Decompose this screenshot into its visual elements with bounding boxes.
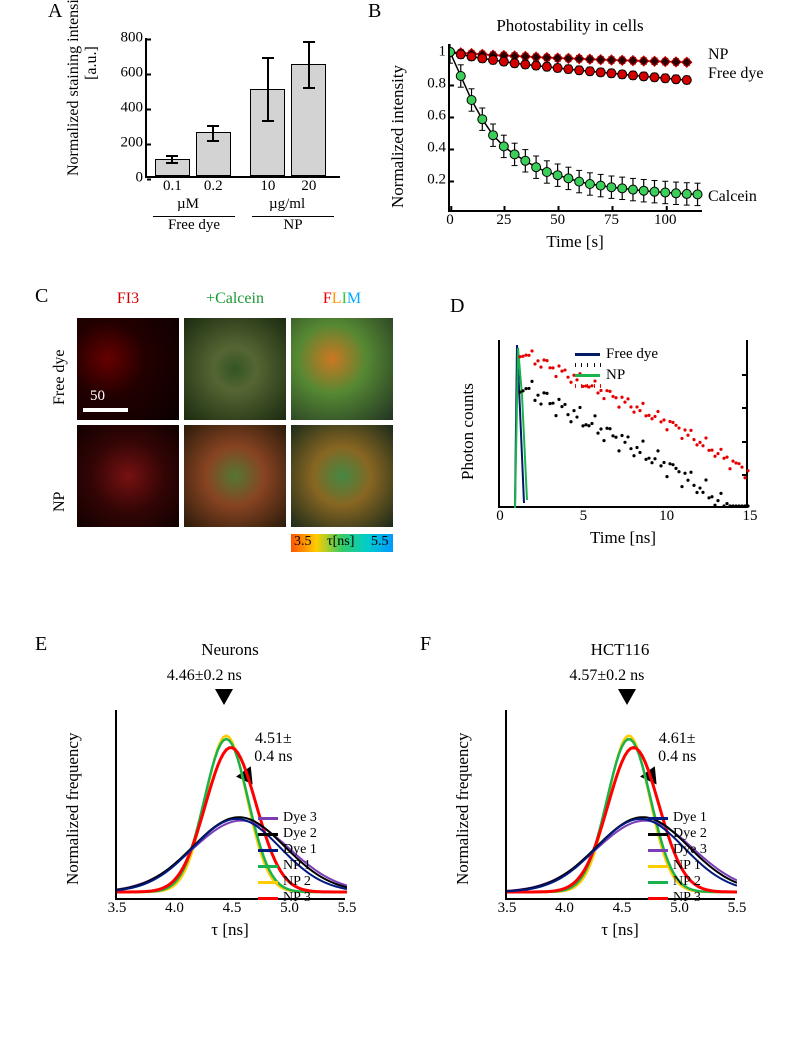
series-label-calcein: Calcein bbox=[708, 188, 757, 206]
microscopy-image bbox=[291, 425, 393, 527]
chart-title: Neurons bbox=[110, 640, 350, 660]
axis-y-label: Normalized staining intensity bbox=[65, 36, 83, 176]
series-label-freedye: Free dye bbox=[708, 65, 764, 83]
chart-title: Photostability in cells bbox=[420, 16, 720, 36]
axis-x-label: Time [s] bbox=[448, 232, 702, 252]
row-header: Free dye bbox=[51, 349, 69, 405]
axis-y-label: Normalized frequency bbox=[453, 733, 473, 885]
bar bbox=[250, 89, 285, 177]
microscopy-image bbox=[184, 318, 286, 420]
column-header: +Calcein bbox=[184, 290, 286, 308]
arrow-icon bbox=[215, 689, 233, 705]
bar bbox=[196, 132, 231, 176]
panel-b-line-chart: Photostability in cells Normalized inten… bbox=[370, 8, 780, 253]
column-header: FI3 bbox=[77, 290, 179, 308]
panel-d-decay-chart: Photon counts Time [ns] 051015 Free dyeN… bbox=[420, 300, 780, 580]
column-header: FLIM bbox=[291, 290, 393, 308]
axis-x-label: τ [ns] bbox=[115, 920, 345, 940]
chart-area: 02004006008000.10.21020µMµg/mlFree dyeNP bbox=[145, 38, 340, 178]
axis-x-label: τ [ns] bbox=[505, 920, 735, 940]
chart-area: 0.20.40.60.810255075100 bbox=[448, 44, 702, 212]
microscopy-image bbox=[291, 318, 393, 420]
axis-y-label: Normalized intensity bbox=[388, 65, 408, 208]
peak-annotation: 4.46±0.2 ns bbox=[149, 667, 259, 685]
panel-a-bar-chart: Normalized staining intensity [a.u.] 020… bbox=[50, 8, 360, 263]
legend: Free dyeNP bbox=[575, 346, 658, 388]
bar bbox=[155, 159, 190, 177]
panel-f-histogram: HCT116 Normalized frequency τ [ns] 4.57±… bbox=[420, 635, 790, 985]
legend: Dye 1Dye 2Dye 3NP 1NP 2NP 3 bbox=[648, 810, 707, 907]
axis-y-unit: [a.u.] bbox=[83, 0, 101, 133]
series-label-np: NP bbox=[708, 46, 728, 64]
peak-annotation: 4.57±0.2 ns bbox=[552, 667, 662, 685]
panel-c-microscopy: FI3+CalceinFLIMFree dyeNP503.5τ[ns]5.5 bbox=[35, 290, 395, 600]
axis-x-label: Time [ns] bbox=[498, 528, 748, 548]
microscopy-image bbox=[184, 425, 286, 527]
arrow-icon bbox=[618, 689, 636, 705]
row-header: NP bbox=[51, 491, 69, 511]
axis-y-label: Normalized frequency bbox=[63, 733, 83, 885]
bar bbox=[291, 64, 326, 176]
microscopy-image bbox=[77, 425, 179, 527]
panel-e-histogram: Neurons Normalized frequency τ [ns] 4.46… bbox=[30, 635, 400, 985]
chart-title: HCT116 bbox=[500, 640, 740, 660]
legend: Dye 3Dye 2Dye 1NP 1NP 2NP 3 bbox=[258, 810, 317, 907]
axis-y-label: Photon counts bbox=[458, 383, 478, 480]
